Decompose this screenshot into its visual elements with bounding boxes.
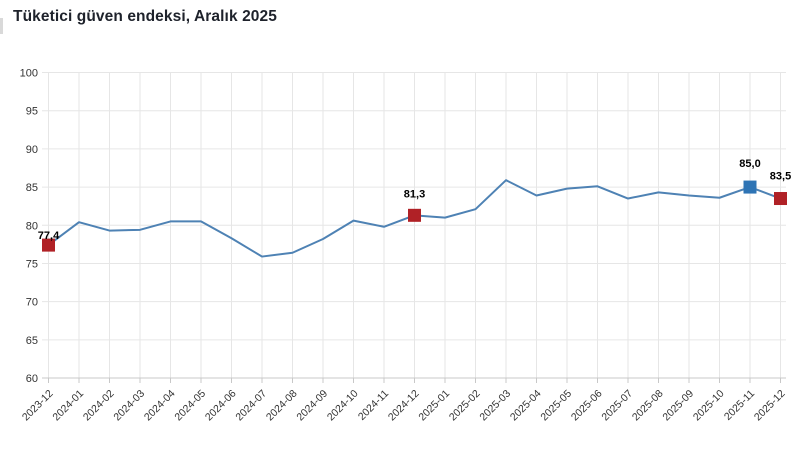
y-axis-tick-label: 95	[26, 106, 38, 118]
x-axis-tick-label: 2024-08	[264, 388, 300, 424]
data-point-label-2024-12: 81,3	[404, 188, 425, 200]
data-point-label-2025-11: 85,0	[739, 158, 760, 170]
x-axis-tick-label: 2025-10	[691, 388, 727, 424]
x-axis-tick-label: 2024-03	[111, 388, 147, 424]
x-axis-tick-label: 2025-08	[630, 388, 666, 424]
chart-title: Tüketici güven endeksi, Aralık 2025	[13, 8, 277, 25]
y-axis-tick-label: 90	[26, 144, 38, 156]
x-axis-tick-label: 2025-02	[447, 388, 483, 424]
x-axis-tick-label: 2025-03	[477, 388, 513, 424]
x-axis-tick-label: 2025-07	[599, 388, 635, 424]
x-axis-tick-label: 2024-11	[356, 388, 391, 423]
x-axis-tick-label: 2024-09	[294, 388, 330, 424]
data-point-marker-2025-12[interactable]	[774, 192, 787, 206]
x-axis-tick-label: 2023-12	[20, 388, 56, 424]
y-axis-tick-label: 70	[26, 297, 38, 309]
data-point-label-2023-12: 77,4	[38, 230, 60, 242]
x-axis-tick-label: 2024-10	[325, 388, 361, 424]
x-axis-tick-label: 2024-05	[172, 388, 208, 424]
x-axis-tick-label: 2024-01	[50, 388, 86, 424]
x-axis-tick-label: 2025-05	[538, 388, 574, 424]
y-axis-tick-label: 60	[26, 373, 38, 385]
x-axis-tick-label: 2025-01	[416, 388, 452, 424]
y-axis-tick-label: 65	[26, 335, 38, 347]
x-axis-tick-label: 2024-07	[233, 388, 269, 424]
x-axis-tick-label: 2024-12	[386, 388, 422, 424]
data-point-label-2025-12: 83,5	[770, 171, 791, 183]
x-axis-tick-label: 2025-11	[722, 388, 757, 423]
x-axis-tick-label: 2025-09	[660, 388, 696, 424]
x-axis-tick-label: 2024-04	[142, 388, 178, 424]
clipped-edge-artifact	[0, 18, 3, 34]
x-axis-tick-label: 2024-02	[81, 388, 117, 424]
y-axis-tick-label: 100	[20, 68, 38, 80]
data-point-marker-2025-11[interactable]	[743, 180, 757, 194]
x-axis-tick-label: 2025-04	[508, 388, 544, 424]
x-axis-tick-label: 2024-06	[203, 388, 239, 424]
x-axis-tick-label: 2025-12	[752, 388, 788, 424]
data-point-marker-2023-12[interactable]	[42, 238, 55, 252]
x-axis-tick-label: 2025-06	[569, 388, 605, 424]
y-axis-tick-label: 85	[26, 182, 38, 194]
y-axis-tick-label: 80	[26, 220, 38, 232]
y-axis-tick-label: 75	[26, 258, 38, 270]
data-point-marker-2024-12[interactable]	[408, 208, 421, 222]
